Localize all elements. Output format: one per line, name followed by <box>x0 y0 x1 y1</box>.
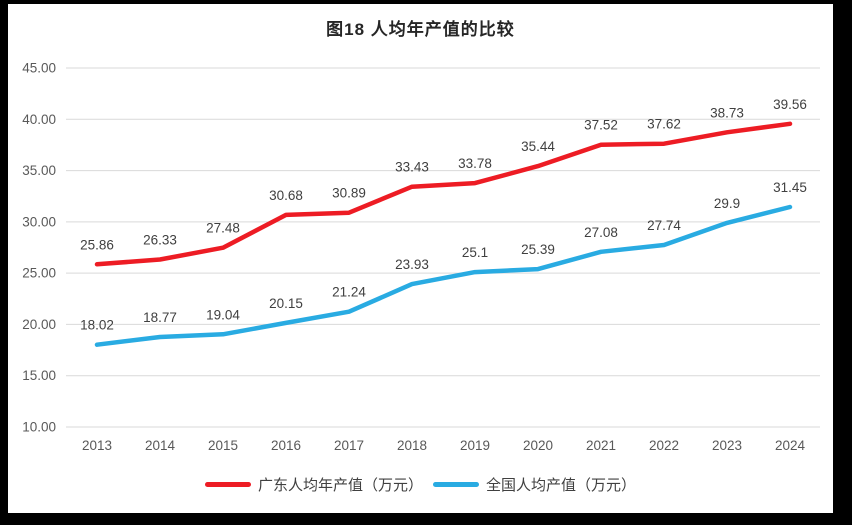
x-axis-tick: 2020 <box>523 438 553 453</box>
data-label: 26.33 <box>143 233 177 248</box>
data-label: 27.74 <box>647 218 681 233</box>
y-axis-tick: 40.00 <box>22 112 56 127</box>
legend-item-guangdong: 广东人均年产值（万元） <box>204 474 423 495</box>
data-label: 18.02 <box>80 318 114 333</box>
x-axis-tick: 2021 <box>586 438 616 453</box>
data-label: 29.9 <box>714 196 740 211</box>
data-label: 37.62 <box>647 117 681 132</box>
y-axis-tick: 45.00 <box>22 61 56 76</box>
legend-line-swatch-blue <box>433 482 479 487</box>
x-axis-tick: 2015 <box>208 438 238 453</box>
data-label: 18.77 <box>143 310 177 325</box>
x-axis-tick: 2014 <box>145 438 176 453</box>
data-label: 25.86 <box>80 237 114 252</box>
data-label: 39.56 <box>773 97 807 112</box>
data-label: 25.39 <box>521 242 555 257</box>
data-label: 23.93 <box>395 257 429 272</box>
chart-legend: 广东人均年产值（万元） 全国人均产值（万元） <box>8 474 833 495</box>
legend-label: 广东人均年产值（万元） <box>257 477 423 494</box>
y-axis-tick: 35.00 <box>22 163 56 178</box>
data-label: 38.73 <box>710 105 744 120</box>
data-label: 30.68 <box>269 188 303 203</box>
data-label: 35.44 <box>521 139 555 154</box>
x-axis-tick: 2019 <box>460 438 490 453</box>
data-label: 21.24 <box>332 285 366 300</box>
x-axis-tick: 2018 <box>397 438 427 453</box>
x-axis-tick: 2013 <box>82 438 112 453</box>
x-axis-tick: 2016 <box>271 438 301 453</box>
x-axis-tick: 2024 <box>775 438 806 453</box>
data-label: 19.04 <box>206 307 240 322</box>
x-axis-tick: 2017 <box>334 438 364 453</box>
data-label: 33.78 <box>458 156 492 171</box>
y-axis-tick: 15.00 <box>22 368 56 383</box>
x-axis-tick: 2023 <box>712 438 742 453</box>
data-label: 25.1 <box>462 245 488 260</box>
y-axis-tick: 10.00 <box>22 420 56 435</box>
data-label: 20.15 <box>269 296 303 311</box>
chart-panel: 45.00 40.00 35.00 30.00 25.00 20.00 15.00 10.00… <box>8 4 833 513</box>
legend-label: 全国人均产值（万元） <box>486 477 637 494</box>
data-label: 27.08 <box>584 225 618 240</box>
y-axis-tick: 20.00 <box>22 317 56 332</box>
data-label: 27.48 <box>206 221 240 236</box>
legend-item-national: 全国人均产值（万元） <box>433 474 636 495</box>
data-label: 37.52 <box>584 118 618 133</box>
data-label: 30.89 <box>332 186 366 201</box>
x-axis-tick: 2022 <box>649 438 679 453</box>
y-axis-tick: 25.00 <box>22 266 56 281</box>
data-label: 33.43 <box>395 160 429 175</box>
series-line <box>94 204 793 347</box>
line-chart-plot: 45.00 40.00 35.00 30.00 25.00 20.00 15.00 10.00… <box>22 61 820 453</box>
series-line <box>94 121 793 267</box>
chart-title: 图18 人均年产值的比较 <box>326 20 515 39</box>
y-axis-tick: 30.00 <box>22 214 56 229</box>
data-label: 31.45 <box>773 180 807 195</box>
legend-line-swatch-red <box>204 482 251 487</box>
